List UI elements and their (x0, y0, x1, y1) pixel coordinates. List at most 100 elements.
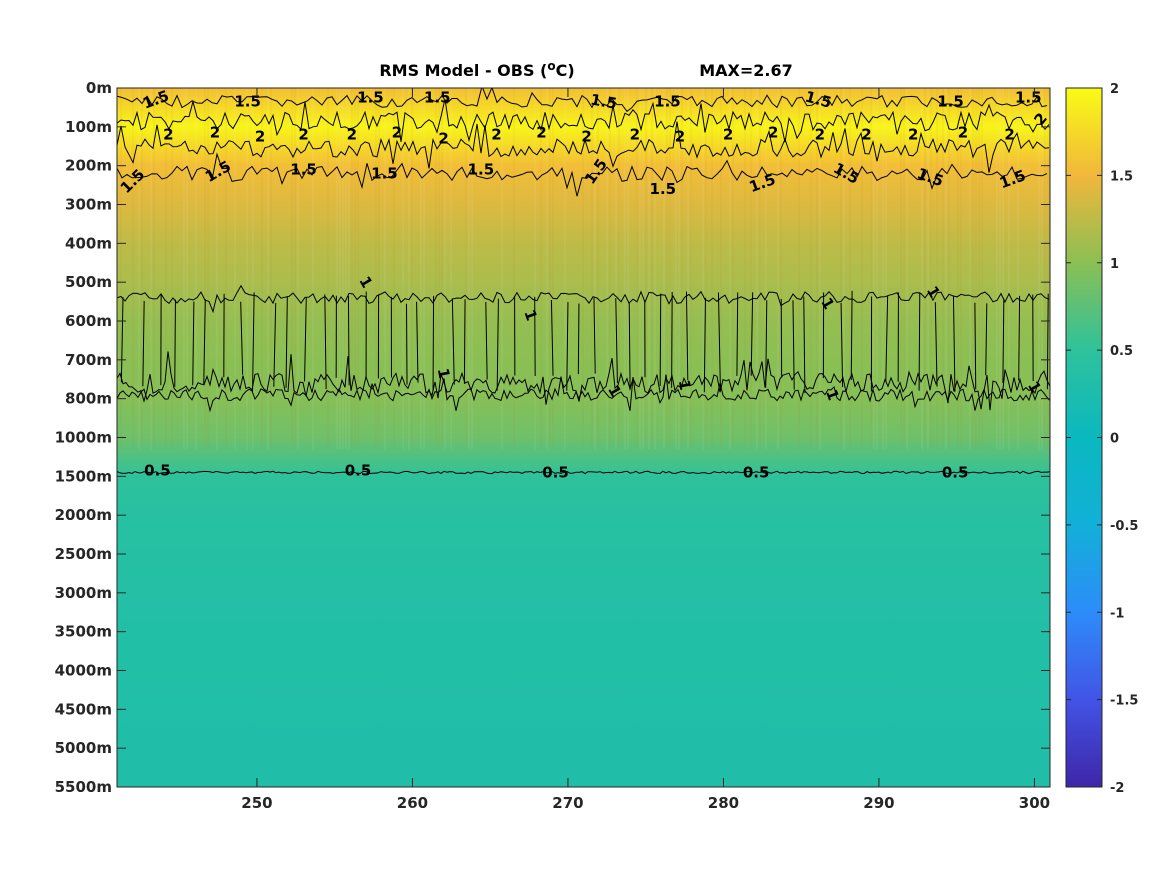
noise-stripe (930, 88, 932, 450)
contour-line (273, 302, 277, 387)
contour-label: 1.5 (937, 93, 964, 111)
noise-stripe (441, 88, 443, 450)
y-tick-label: 300m (65, 196, 112, 214)
noise-stripe (465, 88, 467, 450)
contour-line (850, 290, 853, 381)
contour-label: 2 (491, 126, 501, 144)
noise-stripe (423, 88, 425, 450)
contour-line (1046, 293, 1049, 390)
noise-stripe (627, 88, 629, 450)
noise-stripe (942, 88, 944, 450)
contour-line (117, 98, 1050, 143)
noise-stripe (642, 88, 644, 450)
noise-stripe (195, 88, 197, 450)
contour-line (405, 303, 408, 385)
noise-stripe (972, 88, 974, 450)
x-tick-label: 290 (863, 794, 894, 812)
noise-stripe (1008, 88, 1010, 450)
contour-line (974, 302, 977, 390)
noise-stripe (339, 88, 341, 450)
noise-stripe (819, 88, 821, 450)
contour-line (117, 284, 1050, 314)
noise-stripe (549, 88, 551, 450)
contour-label: 1.5 (654, 93, 681, 111)
colorbar-tick-label: 1 (1110, 257, 1119, 272)
contour-line (117, 121, 1050, 173)
noise-stripe (297, 88, 299, 450)
noise-stripe (597, 88, 599, 450)
noise-stripe (648, 88, 650, 450)
noise-stripe (261, 88, 263, 450)
contour-label: 2 (768, 124, 778, 142)
noise-stripe (702, 88, 704, 450)
contour-line (577, 303, 580, 375)
noise-stripe (540, 88, 542, 450)
contour-line (240, 301, 244, 375)
y-tick-label: 3500m (55, 623, 112, 641)
contour-line (463, 299, 466, 384)
noise-stripe (435, 88, 437, 450)
contour-line (117, 374, 1050, 413)
noise-stripe (186, 88, 188, 450)
noise-stripe (666, 88, 668, 450)
contour-line (120, 297, 124, 383)
contour-line (703, 297, 706, 393)
noise-stripe (639, 88, 641, 450)
noise-stripe (420, 88, 422, 450)
y-tick-label: 0m (86, 79, 112, 97)
noise-stripe (1002, 88, 1004, 450)
contour-label: 2 (675, 128, 685, 146)
contour-label: 0.5 (345, 462, 372, 480)
noise-stripes (120, 88, 1049, 450)
noise-stripe (936, 88, 938, 450)
noise-stripe (594, 88, 596, 450)
noise-stripe (444, 88, 446, 450)
contour-label: 1.5 (357, 89, 384, 107)
noise-stripe (291, 88, 293, 450)
contour-line (885, 295, 889, 382)
noise-stripe (552, 88, 554, 450)
noise-stripe (234, 88, 236, 450)
x-tick-label: 270 (552, 794, 583, 812)
noise-stripe (216, 88, 218, 450)
contour-line (117, 88, 1048, 113)
noise-stripe (861, 88, 863, 450)
contour-line (192, 301, 195, 386)
contour-line (750, 292, 754, 376)
noise-stripe (840, 88, 842, 450)
y-tick-label: 400m (65, 234, 112, 252)
contour-label: 1 (675, 378, 695, 391)
noise-stripe (1041, 88, 1043, 450)
noise-stripe (744, 88, 746, 450)
noise-stripe (1038, 88, 1040, 450)
colorbar-tick-label: -1.5 (1110, 694, 1138, 709)
noise-stripe (375, 88, 377, 450)
noise-stripe (270, 88, 272, 450)
noise-stripe (759, 88, 761, 450)
noise-stripe (402, 88, 404, 450)
x-tick-label: 300 (1019, 794, 1050, 812)
contour-label: 1.5 (650, 180, 677, 198)
noise-stripe (720, 88, 722, 450)
noise-stripe (975, 88, 977, 450)
contour-label: 2 (392, 124, 402, 142)
noise-stripe (171, 88, 173, 450)
noise-stripe (378, 88, 380, 450)
noise-stripe (345, 88, 347, 450)
noise-stripe (468, 88, 470, 450)
contour-label: 2 (347, 126, 357, 144)
y-tick-label: 4000m (55, 662, 112, 680)
contour-label: 0.5 (144, 462, 171, 480)
noise-stripe (645, 88, 647, 450)
noise-stripe (351, 88, 353, 450)
noise-stripe (132, 88, 134, 450)
noise-stripe (357, 88, 359, 450)
noise-stripe (246, 88, 248, 450)
noise-stripe (810, 88, 812, 450)
contour-label: 2 (630, 126, 640, 144)
noise-stripe (438, 88, 440, 450)
noise-stripe (141, 88, 143, 450)
noise-stripe (711, 88, 713, 450)
contour-line (174, 299, 176, 387)
